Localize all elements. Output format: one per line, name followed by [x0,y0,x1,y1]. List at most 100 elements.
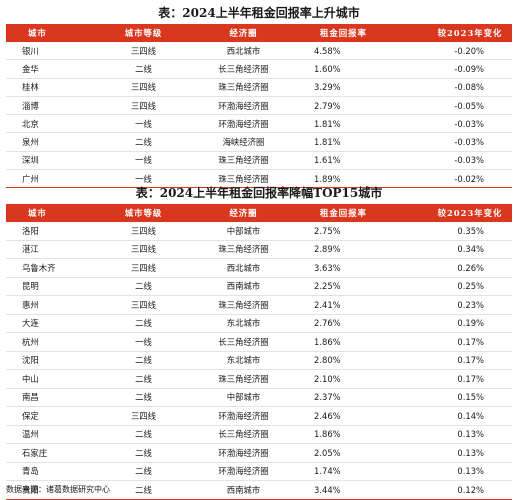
cell-city: 银川 [6,42,106,61]
cell-rental-yield: 1.81% [306,132,428,152]
cell-rental-yield: 2.37% [306,388,428,407]
table-row: 桂林 三四线 珠三角经济圈 3.29% -0.08% [6,78,512,97]
cell-city: 南昌 [6,388,106,407]
cell-city: 杭州 [6,332,106,352]
cell-city-tier: 三四线 [106,78,181,97]
cell-city-tier: 三四线 [106,222,181,241]
cell-economic-zone: 珠三角经济圈 [181,78,306,97]
cell-city-tier: 一线 [106,332,181,352]
cell-city: 乌鲁木齐 [6,258,106,278]
table-row: 贵阳 二线 西南城市 3.44% 0.12% [6,480,512,500]
cell-city: 青岛 [6,462,106,481]
cell-yoy-change: 0.34% [428,240,512,259]
cell-city: 深圳 [6,151,106,171]
declining-cities-table: 城市 城市等级 经济圈 租金回报率 较2023年变化 洛阳 三四线 中部城市 2.75% 0.3… [6,204,512,500]
table-row: 石家庄 二线 环渤海经济圈 2.05% 0.13% [6,443,512,463]
table-row: 广州 一线 珠三角经济圈 1.89% -0.02% [6,169,512,189]
table2-title: 表：2024上半年租金回报率降幅TOP15城市 [135,186,383,200]
cell-city-tier: 一线 [106,151,181,171]
cell-city-tier: 二线 [106,462,181,481]
cell-economic-zone: 珠三角经济圈 [181,369,306,389]
table-row: 青岛 二线 环渤海经济圈 1.74% 0.13% [6,462,512,481]
cell-city-tier: 一线 [106,114,181,134]
table-row: 杭州 一线 长三角经济圈 1.86% 0.17% [6,332,512,352]
data-source-note: 数据来源：诸葛数据研究中心 [6,485,110,494]
cell-economic-zone: 西北城市 [181,258,306,278]
table-row: 南昌 二线 中部城市 2.37% 0.15% [6,388,512,407]
table-row: 中山 二线 珠三角经济圈 2.10% 0.17% [6,369,512,389]
cell-city: 中山 [6,369,106,389]
cell-yoy-change: -0.03% [428,151,512,171]
cell-economic-zone: 长三角经济圈 [181,59,306,79]
cell-economic-zone: 珠三角经济圈 [181,169,306,189]
cell-economic-zone: 西南城市 [181,480,306,500]
cell-yoy-change: -0.05% [428,96,512,116]
cell-yoy-change: -0.03% [428,114,512,134]
cell-city: 昆明 [6,277,106,296]
cell-yoy-change: 0.14% [428,406,512,426]
cell-yoy-change: 0.13% [428,443,512,463]
cell-city-tier: 二线 [106,369,181,389]
cell-economic-zone: 长三角经济圈 [181,425,306,444]
cell-yoy-change: -0.02% [428,169,512,189]
cell-city: 广州 [6,169,106,189]
cell-economic-zone: 环渤海经济圈 [181,114,306,134]
cell-city: 金华 [6,59,106,79]
table-header-row: 城市 城市等级 经济圈 租金回报率 较2023年变化 [6,204,512,222]
header-city: 城市 [6,24,106,42]
table-row: 湛江 三四线 珠三角经济圈 2.89% 0.34% [6,240,512,259]
cell-yoy-change: 0.35% [428,222,512,241]
header-economic-zone: 经济圈 [181,24,306,42]
cell-economic-zone: 环渤海经济圈 [181,462,306,481]
cell-economic-zone: 东北城市 [181,351,306,370]
table1-title: 表：2024上半年租金回报率上升城市 [158,6,360,20]
cell-city-tier: 二线 [106,277,181,296]
cell-city-tier: 三四线 [106,240,181,259]
header-economic-zone: 经济圈 [181,204,306,222]
cell-yoy-change: 0.15% [428,388,512,407]
cell-city-tier: 二线 [106,132,181,152]
rising-cities-table: 城市 城市等级 经济圈 租金回报率 较2023年变化 银川 三四线 西北城市 4.58% -0.… [6,24,512,189]
cell-city-tier: 三四线 [106,295,181,315]
cell-economic-zone: 珠三角经济圈 [181,295,306,315]
cell-economic-zone: 西南城市 [181,277,306,296]
table-row: 银川 三四线 西北城市 4.58% -0.20% [6,42,512,61]
table-row: 洛阳 三四线 中部城市 2.75% 0.35% [6,222,512,241]
cell-city-tier: 一线 [106,169,181,189]
cell-rental-yield: 1.61% [306,151,428,171]
cell-rental-yield: 2.25% [306,277,428,296]
cell-yoy-change: 0.25% [428,277,512,296]
table-row: 泉州 二线 海峡经济圈 1.81% -0.03% [6,132,512,152]
cell-city: 石家庄 [6,443,106,463]
cell-rental-yield: 3.44% [306,480,428,500]
cell-economic-zone: 中部城市 [181,388,306,407]
cell-yoy-change: 0.17% [428,332,512,352]
table-row: 保定 三四线 环渤海经济圈 2.46% 0.14% [6,406,512,426]
cell-rental-yield: 3.29% [306,78,428,97]
cell-rental-yield: 1.89% [306,169,428,189]
cell-rental-yield: 2.10% [306,369,428,389]
cell-economic-zone: 中部城市 [181,222,306,241]
cell-city-tier: 三四线 [106,42,181,61]
cell-city: 北京 [6,114,106,134]
header-rental-yield: 租金回报率 [306,24,428,42]
cell-economic-zone: 环渤海经济圈 [181,443,306,463]
cell-economic-zone: 珠三角经济圈 [181,240,306,259]
cell-city: 保定 [6,406,106,426]
header-city-tier: 城市等级 [106,24,181,42]
cell-yoy-change: -0.20% [428,42,512,61]
cell-economic-zone: 环渤海经济圈 [181,96,306,116]
cell-rental-yield: 1.81% [306,114,428,134]
cell-city: 桂林 [6,78,106,97]
cell-yoy-change: 0.17% [428,369,512,389]
cell-rental-yield: 4.58% [306,42,428,61]
cell-yoy-change: -0.08% [428,78,512,97]
cell-yoy-change: -0.03% [428,132,512,152]
cell-yoy-change: 0.17% [428,351,512,370]
cell-city-tier: 二线 [106,351,181,370]
cell-yoy-change: 0.19% [428,314,512,333]
cell-economic-zone: 东北城市 [181,314,306,333]
cell-city-tier: 三四线 [106,258,181,278]
table-row: 北京 一线 环渤海经济圈 1.81% -0.03% [6,114,512,134]
table-row: 昆明 二线 西南城市 2.25% 0.25% [6,277,512,296]
